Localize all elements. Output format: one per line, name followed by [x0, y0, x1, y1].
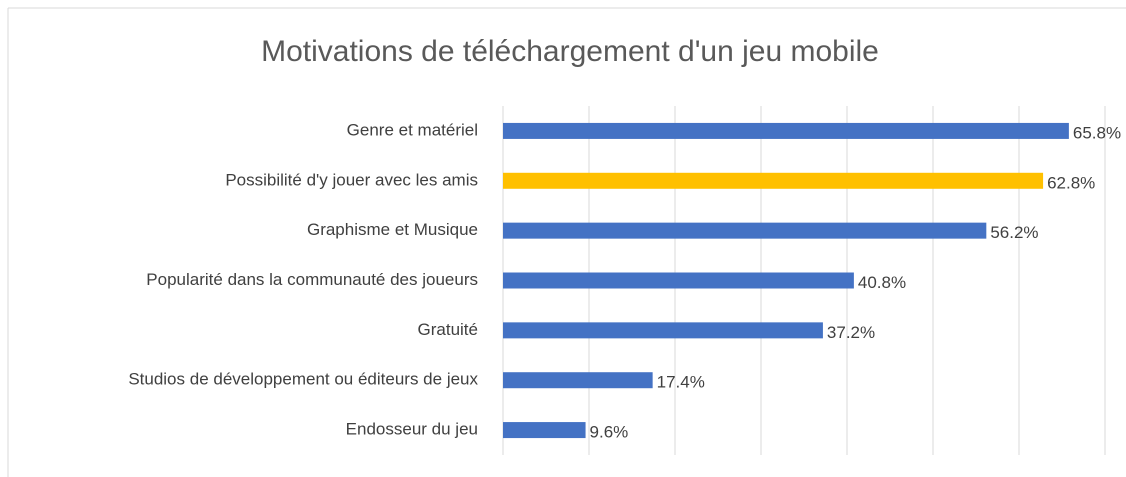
data-label: 17.4%	[657, 373, 705, 392]
data-label: 65.8%	[1073, 123, 1121, 142]
bar	[503, 172, 1044, 189]
bar	[503, 222, 987, 239]
data-label: 56.2%	[990, 223, 1038, 242]
bar	[503, 322, 823, 339]
y-tick-label: Studios de développement ou éditeurs de …	[128, 370, 478, 389]
data-label: 62.8%	[1047, 173, 1095, 192]
y-tick-label: Possibilité d'y jouer avec les amis	[225, 170, 478, 189]
data-label: 9.6%	[590, 423, 629, 442]
bar	[503, 372, 653, 389]
bar	[503, 422, 586, 439]
y-tick-label: Graphisme et Musique	[307, 220, 478, 239]
y-tick-label: Genre et matériel	[347, 120, 478, 139]
bar	[503, 272, 854, 289]
y-tick-label: Endosseur du jeu	[346, 420, 478, 439]
y-tick-label: Popularité dans la communauté des joueur…	[146, 270, 478, 289]
bar	[503, 122, 1069, 139]
chart-title: Motivations de téléchargement d'un jeu m…	[261, 35, 879, 68]
data-label: 40.8%	[858, 273, 906, 292]
y-tick-label: Gratuité	[418, 320, 478, 339]
data-label: 37.2%	[827, 323, 875, 342]
